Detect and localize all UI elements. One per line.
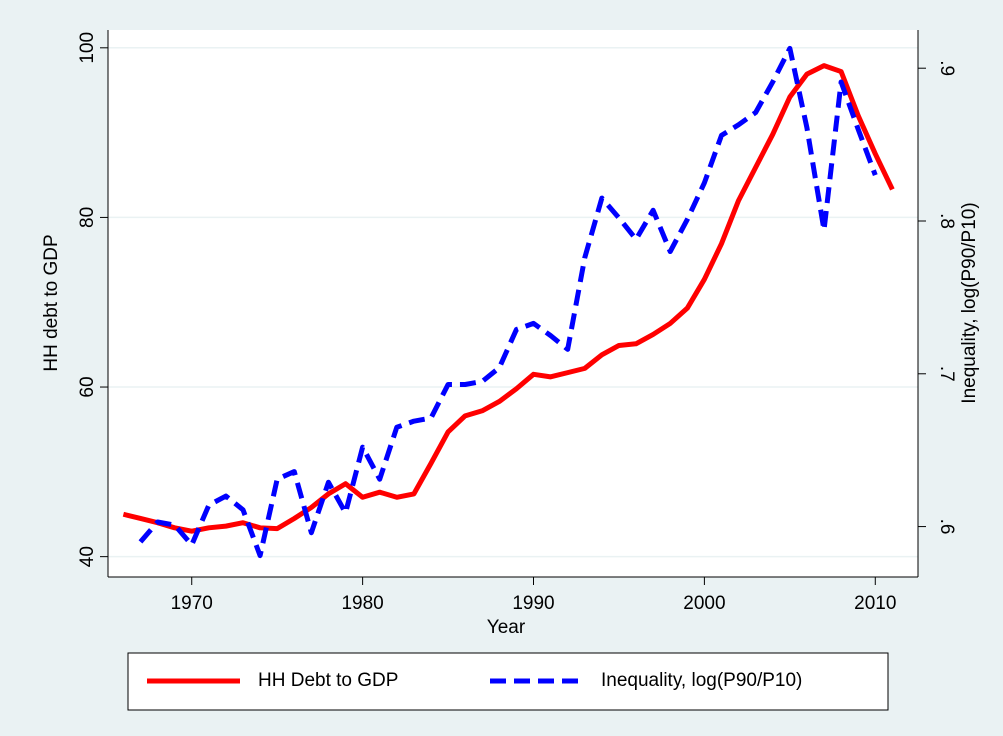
y2-tick-label: .7 — [936, 366, 957, 382]
y-tick-label: 40 — [77, 546, 98, 567]
y2-axis-title: Inequality, log(P90/P10) — [959, 202, 980, 403]
series-line — [122, 63, 895, 534]
y-axis-title: HH debt to GDP — [41, 234, 62, 371]
x-tick-label: 1990 — [512, 593, 554, 614]
y2-tick-label: .6 — [936, 519, 957, 535]
x-tick-label: 1980 — [341, 593, 383, 614]
legend-label: Inequality, log(P90/P10) — [601, 670, 802, 691]
x-tick-label: 2010 — [854, 593, 896, 614]
legend-box — [127, 652, 889, 711]
legend-label: HH Debt to GDP — [258, 670, 398, 691]
y-tick-label: 60 — [77, 376, 98, 397]
x-tick-label: 1970 — [171, 593, 213, 614]
plot-area — [108, 30, 918, 577]
y2-tick-label: .9 — [936, 60, 957, 76]
y-tick-label: 100 — [77, 32, 98, 64]
y-tick-label: 80 — [77, 207, 98, 228]
series-line — [138, 45, 878, 559]
x-axis-title: Year — [487, 617, 526, 638]
y2-tick-label: .8 — [936, 213, 957, 229]
x-tick-label: 2000 — [683, 593, 725, 614]
